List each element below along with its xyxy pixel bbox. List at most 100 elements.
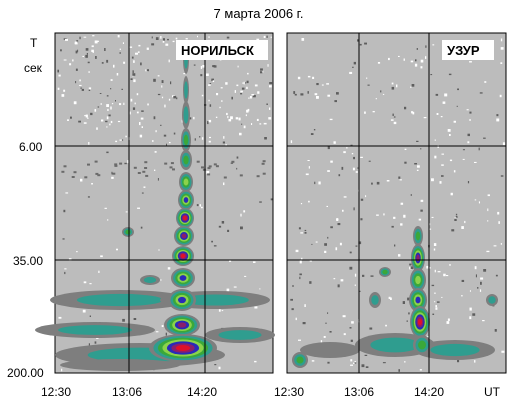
noise-norilsk-dot-low-41: [63, 209, 66, 213]
band-norilsk-1: [50, 290, 190, 310]
noise-norilsk-dot-low-34: [233, 286, 237, 288]
noise-norilsk-dot-209: [173, 132, 176, 135]
noise-norilsk-dot-low-85: [154, 169, 156, 171]
noise-norilsk-dot-195: [169, 142, 171, 144]
noise-uzur-dot-272: [336, 218, 339, 221]
noise-uzur-dot-130: [333, 278, 336, 280]
noise-norilsk-dot-155: [88, 87, 92, 90]
noise-uzur-dot-68: [388, 57, 390, 61]
noise-uzur-dot-118: [307, 75, 311, 78]
noise-uzur-dot-209: [461, 226, 464, 229]
noise-uzur-dot-125: [453, 170, 456, 173]
chart-title: 7 марта 2006 г.: [213, 6, 304, 21]
noise-norilsk-dot-24: [162, 40, 165, 43]
noise-norilsk-dot-174: [79, 36, 81, 40]
noise-norilsk-dot-85: [139, 134, 143, 138]
noise-norilsk-band-9: [256, 175, 260, 178]
noise-norilsk-dot-81: [117, 35, 120, 38]
noise-norilsk-dot-227: [95, 56, 97, 59]
noise-norilsk-dot-130: [228, 119, 232, 122]
noise-norilsk-dot-210: [223, 136, 225, 139]
noise-uzur-dot-53: [423, 117, 427, 119]
noise-norilsk-dot-172: [269, 82, 273, 85]
panel-uzur-background: [286, 32, 507, 374]
noise-norilsk-dot-34: [246, 80, 249, 84]
noise-uzur-dot-279: [493, 245, 497, 247]
noise-norilsk-dot-36: [151, 43, 155, 46]
noise-norilsk-dot-2: [117, 120, 121, 123]
noise-norilsk-band-21: [137, 172, 141, 174]
noise-norilsk-dot-200: [260, 71, 263, 74]
noise-uzur-dot-41: [486, 250, 490, 253]
ridge-norilsk-6-level-5: [183, 197, 189, 203]
noise-uzur-dot-152: [337, 284, 340, 288]
noise-norilsk-band-28: [223, 176, 227, 179]
band-uzur-2: [415, 340, 495, 360]
station-label-norilsk: НОРИЛЬСК: [181, 43, 254, 58]
ridge-norilsk-6: [178, 190, 194, 210]
noise-norilsk-band-3: [133, 166, 137, 169]
noise-norilsk-dot-low-67: [64, 271, 66, 275]
noise-uzur-dot-91: [355, 245, 358, 247]
noise-norilsk-dot-46: [70, 116, 72, 119]
noise-norilsk-dot-140: [161, 80, 164, 83]
noise-norilsk-dot-55: [208, 140, 211, 143]
noise-norilsk-dot-78: [155, 130, 157, 133]
noise-norilsk-dot-low-4: [91, 183, 93, 185]
band-uzur-2-level-2: [430, 343, 480, 357]
noise-uzur-dot-252: [477, 287, 479, 289]
spot-norilsk-2: [140, 275, 160, 285]
noise-norilsk-dot-low-64: [65, 192, 69, 194]
noise-uzur-dot-251: [354, 361, 356, 363]
noise-norilsk-dot-212: [227, 115, 229, 119]
ridge-norilsk-11: [168, 289, 196, 311]
noise-norilsk-dot-79: [105, 120, 108, 123]
noise-norilsk-band-5: [196, 160, 200, 163]
noise-uzur-dot-133: [323, 336, 326, 338]
noise-norilsk-dot-244: [113, 64, 115, 68]
noise-uzur-dot-188: [298, 227, 301, 230]
spot-uzur-1: [292, 352, 308, 368]
noise-norilsk-dot-low-10: [161, 325, 164, 327]
noise-uzur-dot-163: [497, 211, 500, 215]
ridge-norilsk-5: [179, 172, 193, 192]
noise-uzur-dot-44: [453, 120, 456, 123]
noise-norilsk-dot-low-33: [200, 206, 203, 209]
noise-uzur-dot-151: [433, 248, 436, 251]
noise-norilsk-dot-69: [123, 102, 125, 105]
noise-norilsk-dot-128: [146, 47, 149, 50]
noise-uzur-dot-240: [325, 322, 327, 324]
noise-norilsk-dot-177: [215, 116, 218, 118]
ridge-norilsk-3: [181, 128, 191, 152]
noise-norilsk-dot-168: [72, 59, 74, 62]
noise-norilsk-band-0: [172, 168, 175, 171]
noise-norilsk-dot-47: [79, 79, 81, 82]
ridge-uzur-1: [411, 244, 425, 272]
band-uzur-3: [300, 342, 360, 358]
noise-norilsk-dot-low-23: [167, 267, 171, 270]
noise-norilsk-dot-63: [123, 61, 126, 64]
noise-norilsk-dot-low-61: [196, 204, 199, 207]
noise-norilsk-dot-114: [132, 107, 136, 110]
noise-norilsk-band-16: [94, 160, 98, 163]
ridge-norilsk-8-level-6: [181, 233, 187, 239]
noise-uzur-dot-6: [434, 155, 437, 159]
noise-norilsk-dot-26: [92, 35, 95, 37]
noise-uzur-dot-9: [449, 264, 451, 266]
noise-uzur-dot-238: [420, 199, 424, 202]
noise-norilsk-dot-180: [251, 123, 253, 125]
noise-uzur-dot-140: [358, 241, 362, 245]
noise-norilsk-dot-low-29: [111, 176, 114, 179]
noise-uzur-dot-195: [500, 38, 503, 42]
noise-norilsk-dot-165: [166, 143, 167, 146]
noise-uzur-dot-129: [441, 175, 444, 177]
noise-uzur-dot-210: [436, 301, 440, 303]
noise-norilsk-dot-15: [264, 137, 267, 140]
noise-norilsk-dot-142: [83, 36, 87, 38]
noise-uzur-dot-93: [398, 254, 401, 257]
noise-uzur-dot-26: [446, 275, 449, 277]
noise-norilsk-dot-10: [219, 106, 221, 109]
noise-uzur-dot-317: [327, 361, 330, 364]
band-norilsk-3: [35, 322, 155, 338]
spot-uzur-2: [379, 267, 391, 277]
